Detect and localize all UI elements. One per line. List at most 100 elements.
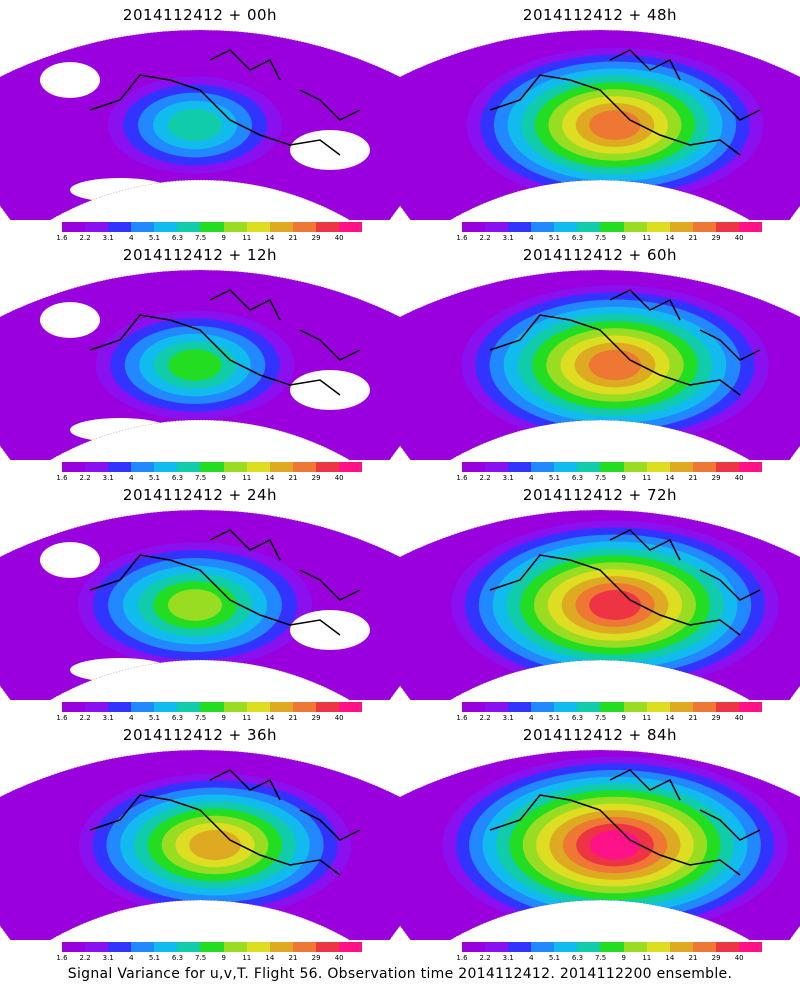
colorbar-swatch: [738, 222, 763, 232]
colorbar-label: 5.1: [148, 474, 160, 482]
variance-field: [0, 30, 400, 220]
variance-map: [0, 269, 400, 460]
colorbar-swatch: [485, 702, 509, 712]
colorbar-labels: 1.6 2.2 3.1 4 5.1 6.3 7.5 9 11 14 21 29 40: [55, 714, 365, 724]
colorbar-label: 1.6: [456, 954, 468, 962]
colorbar-label: 4: [529, 714, 534, 722]
colorbar-label: 14: [265, 474, 275, 482]
colorbar-label: 3.1: [102, 714, 114, 722]
colorbar-swatch: [108, 462, 132, 472]
colorbar-swatch: [715, 462, 739, 472]
colorbar-label: 1.6: [456, 474, 468, 482]
colorbar-label: 11: [642, 474, 652, 482]
colorbar-swatch: [554, 702, 578, 712]
colorbar-swatch: [177, 462, 201, 472]
colorbar-swatch: [246, 702, 270, 712]
colorbar: [462, 462, 763, 472]
colorbar-swatch: [85, 702, 109, 712]
coastline: [489, 529, 761, 636]
colorbar-swatch: [600, 222, 624, 232]
colorbar-swatch: [154, 462, 178, 472]
colorbar-label: 1.6: [56, 234, 68, 242]
map-panel: 2014112412 + 00h 1.6 2.2 3.1 4 5.1 6.3 7.5 9 11 14…: [0, 0, 400, 242]
colorbar-label: 40: [734, 714, 744, 722]
colorbar-label: 14: [665, 234, 675, 242]
variance-map: [400, 509, 800, 700]
colorbar-label: 29: [711, 714, 721, 722]
colorbar-swatch: [200, 702, 224, 712]
colorbar-swatch: [338, 702, 363, 712]
colorbar-label: 2.2: [479, 474, 491, 482]
colorbar-swatch: [738, 702, 763, 712]
colorbar-swatch: [508, 222, 532, 232]
colorbar-swatch: [738, 462, 763, 472]
variance-field: [400, 750, 800, 940]
colorbar-swatch: [338, 942, 363, 952]
map-panel: 2014112412 + 24h 1.6 2.2 3.1 4 5.1 6.3 7.5 9 11 14…: [0, 480, 400, 722]
colorbar-swatch: [62, 942, 86, 952]
colorbar-label: 14: [265, 234, 275, 242]
colorbar: [62, 702, 363, 712]
colorbar-label: 1.6: [56, 954, 68, 962]
colorbar-swatch: [462, 942, 486, 952]
colorbar-swatch: [131, 222, 155, 232]
colorbar-swatch: [315, 222, 339, 232]
colorbar-swatch: [554, 222, 578, 232]
variance-map: [0, 749, 400, 940]
colorbar-label: 7.5: [595, 714, 607, 722]
colorbar-label: 9: [221, 714, 226, 722]
colorbar-swatch: [577, 702, 601, 712]
colorbar-swatch: [246, 222, 270, 232]
colorbar-swatch: [531, 222, 555, 232]
panel-title: 2014112412 + 24h: [122, 486, 278, 504]
colorbar-label: 2.2: [479, 954, 491, 962]
colorbar-label: 7.5: [195, 714, 207, 722]
coastline: [89, 769, 361, 876]
map-panel: 2014112412 + 60h 1.6 2.2 3.1 4 5.1 6.3 7.5 9 11 14…: [400, 240, 800, 482]
colorbar-swatch: [485, 462, 509, 472]
colorbar-swatch: [62, 222, 86, 232]
colorbar-label: 4: [129, 714, 134, 722]
colorbar-swatch: [131, 462, 155, 472]
colorbar-label: 7.5: [595, 234, 607, 242]
colorbar-label: 3.1: [102, 234, 114, 242]
panel-title: 2014112412 + 36h: [122, 726, 278, 744]
colorbar-label: 3.1: [102, 474, 114, 482]
colorbar-label: 5.1: [148, 714, 160, 722]
colorbar-swatch: [269, 702, 293, 712]
colorbar-label: 21: [288, 234, 298, 242]
figure-caption: Signal Variance for u,v,T. Flight 56. Ob…: [67, 966, 733, 982]
colorbar-label: 6.3: [171, 234, 184, 242]
colorbar-label: 21: [688, 474, 698, 482]
colorbar-swatch: [223, 942, 247, 952]
colorbar-swatch: [269, 942, 293, 952]
colorbar-swatch: [177, 702, 201, 712]
colorbar-label: 11: [242, 474, 252, 482]
colorbar-swatch: [292, 462, 316, 472]
colorbar-label: 4: [529, 954, 534, 962]
colorbar-swatch: [508, 462, 532, 472]
colorbar-label: 5.1: [148, 234, 160, 242]
variance-map: [400, 269, 800, 460]
colorbar-swatch: [154, 222, 178, 232]
panel-title: 2014112412 + 84h: [522, 726, 678, 744]
colorbar-swatch: [715, 702, 739, 712]
colorbar-label: 4: [529, 474, 534, 482]
colorbar-label: 40: [334, 954, 344, 962]
colorbar-swatch: [292, 942, 316, 952]
colorbar-swatch: [200, 462, 224, 472]
colorbar-swatch: [669, 222, 693, 232]
colorbar-label: 2.2: [479, 714, 491, 722]
colorbar-label: 14: [665, 954, 675, 962]
colorbar-swatch: [692, 702, 716, 712]
colorbar-swatch: [462, 222, 486, 232]
colorbar-label: 40: [334, 714, 344, 722]
colorbar-label: 6.3: [571, 954, 584, 962]
colorbar: [462, 702, 763, 712]
map-panel: 2014112412 + 72h 1.6 2.2 3.1 4 5.1 6.3 7.5 9 11 14…: [400, 480, 800, 722]
panel-title: 2014112412 + 48h: [522, 6, 678, 24]
colorbar-swatch: [315, 942, 339, 952]
colorbar-label: 6.3: [571, 234, 584, 242]
colorbar-swatch: [623, 942, 647, 952]
colorbar-label: 1.6: [56, 714, 68, 722]
